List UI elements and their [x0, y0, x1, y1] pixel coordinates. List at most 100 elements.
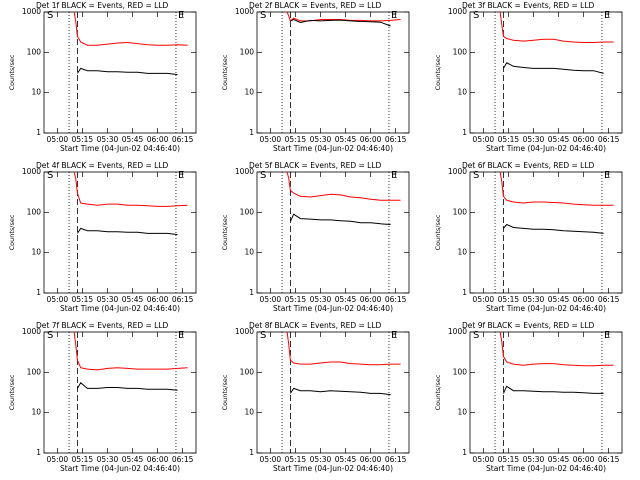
- x-tick-label: 05:00: [473, 295, 495, 304]
- x-tick-label: 05:15: [285, 295, 307, 304]
- x-axis-label: Start Time (04-Jun-02 04:46:40): [60, 304, 180, 313]
- x-tick-label: 06:00: [360, 455, 382, 464]
- x-tick-label: 06:00: [147, 135, 169, 144]
- x-tick-label: 06:15: [385, 135, 407, 144]
- panel: Det 9f BLACK = Events, RED = LLD Counts/s…: [434, 321, 623, 473]
- series-line: [502, 62, 604, 74]
- panel: Det 2f BLACK = Events, RED = LLD Counts/s…: [221, 1, 410, 153]
- x-tick-label: 06:15: [385, 295, 407, 304]
- x-tick-label: 06:15: [598, 455, 620, 464]
- series-line: [499, 11, 614, 43]
- y-tick-label: 10: [244, 248, 254, 257]
- panel: Det 1f BLACK = Events, RED = LLD Counts/s…: [8, 1, 197, 153]
- y-axis-label: Counts/sec: [221, 54, 229, 90]
- y-axis-label: Counts/sec: [434, 214, 442, 250]
- y-tick-label: 1: [36, 448, 41, 457]
- y-tick-label: 10: [31, 408, 41, 417]
- x-axis-label: Start Time (04-Jun-02 04:46:40): [273, 464, 393, 473]
- x-tick-label: 05:00: [260, 135, 282, 144]
- y-tick-label: 10: [457, 248, 467, 257]
- x-tick-label: 05:00: [260, 455, 282, 464]
- x-tick-label: 06:00: [573, 135, 595, 144]
- series-line: [286, 11, 401, 22]
- series-line: [290, 18, 391, 27]
- x-tick-label: 05:15: [285, 135, 307, 144]
- start-marker: S: [473, 10, 479, 21]
- chart-title: Det 2f BLACK = Events, RED = LLD: [249, 1, 382, 10]
- chart-title: Det 1f BLACK = Events, RED = LLD: [36, 1, 169, 10]
- x-tick-label: 05:45: [548, 135, 570, 144]
- x-axis-label: Start Time (04-Jun-02 04:46:40): [486, 144, 606, 153]
- y-tick-label: 10: [31, 88, 41, 97]
- x-tick-label: 05:00: [47, 135, 69, 144]
- y-axis-label: Counts/sec: [221, 374, 229, 410]
- panel: Det 7f BLACK = Events, RED = LLD Counts/s…: [8, 321, 197, 473]
- y-tick-label: 1000: [235, 327, 254, 336]
- series-line: [502, 385, 604, 394]
- y-tick-label: 100: [453, 367, 468, 376]
- start-marker: S: [473, 330, 479, 341]
- start-marker: S: [473, 170, 479, 181]
- chart-title: Det 8f BLACK = Events, RED = LLD: [249, 321, 382, 330]
- x-tick-label: 05:45: [122, 295, 144, 304]
- start-marker: S: [260, 170, 266, 181]
- y-tick-label: 1: [36, 288, 41, 297]
- plot-frame: [469, 11, 623, 134]
- x-tick-label: 05:30: [97, 135, 119, 144]
- series-line: [73, 331, 188, 371]
- end-marker: E: [178, 10, 184, 21]
- x-tick-label: 05:30: [523, 455, 545, 464]
- chart-title: Det 5f BLACK = Events, RED = LLD: [249, 161, 382, 170]
- y-tick-label: 1: [249, 448, 254, 457]
- x-tick-label: 05:15: [72, 295, 94, 304]
- x-axis-label: Start Time (04-Jun-02 04:46:40): [60, 464, 180, 473]
- x-tick-label: 05:00: [47, 295, 69, 304]
- panel: Det 3f BLACK = Events, RED = LLD Counts/s…: [434, 1, 623, 153]
- x-tick-label: 06:15: [172, 295, 194, 304]
- x-tick-label: 05:15: [498, 455, 520, 464]
- y-tick-label: 1000: [22, 7, 41, 16]
- plot-frame: [256, 11, 410, 134]
- x-tick-label: 06:00: [147, 455, 169, 464]
- chart-title: Det 9f BLACK = Events, RED = LLD: [462, 321, 595, 330]
- start-marker: S: [47, 170, 53, 181]
- plot-frame: [469, 331, 623, 454]
- y-tick-label: 100: [240, 207, 255, 216]
- y-tick-label: 1000: [22, 167, 41, 176]
- x-axis-label: Start Time (04-Jun-02 04:46:40): [486, 464, 606, 473]
- x-tick-label: 06:00: [573, 455, 595, 464]
- y-tick-label: 1000: [448, 327, 467, 336]
- series-line: [73, 171, 188, 207]
- x-tick-label: 06:00: [573, 295, 595, 304]
- y-axis-label: Counts/sec: [8, 374, 16, 410]
- y-tick-label: 100: [453, 47, 468, 56]
- x-tick-label: 05:30: [310, 295, 332, 304]
- y-tick-label: 1: [462, 128, 467, 137]
- y-tick-label: 1000: [22, 327, 41, 336]
- y-tick-label: 1000: [235, 167, 254, 176]
- chart-title: Det 4f BLACK = Events, RED = LLD: [36, 161, 169, 170]
- series-line: [76, 382, 178, 391]
- x-tick-label: 06:00: [360, 135, 382, 144]
- y-tick-label: 1: [36, 128, 41, 137]
- x-axis-label: Start Time (04-Jun-02 04:46:40): [486, 304, 606, 313]
- y-tick-label: 100: [453, 207, 468, 216]
- series-line: [76, 67, 178, 76]
- y-tick-label: 1000: [235, 7, 254, 16]
- start-marker: S: [260, 10, 266, 21]
- plot-frame: [469, 171, 623, 294]
- y-tick-label: 10: [457, 88, 467, 97]
- end-marker: E: [178, 170, 184, 181]
- x-tick-label: 05:45: [335, 135, 357, 144]
- start-marker: S: [47, 330, 53, 341]
- series-line: [289, 387, 391, 396]
- panel: Det 6f BLACK = Events, RED = LLD Counts/s…: [434, 161, 623, 313]
- series-line: [76, 227, 178, 236]
- x-tick-label: 05:45: [548, 295, 570, 304]
- chart-title: Det 3f BLACK = Events, RED = LLD: [462, 1, 595, 10]
- x-tick-label: 06:15: [172, 135, 194, 144]
- chart-title: Det 7f BLACK = Events, RED = LLD: [36, 321, 169, 330]
- panel: Det 4f BLACK = Events, RED = LLD Counts/s…: [8, 161, 197, 313]
- end-marker: E: [391, 330, 397, 341]
